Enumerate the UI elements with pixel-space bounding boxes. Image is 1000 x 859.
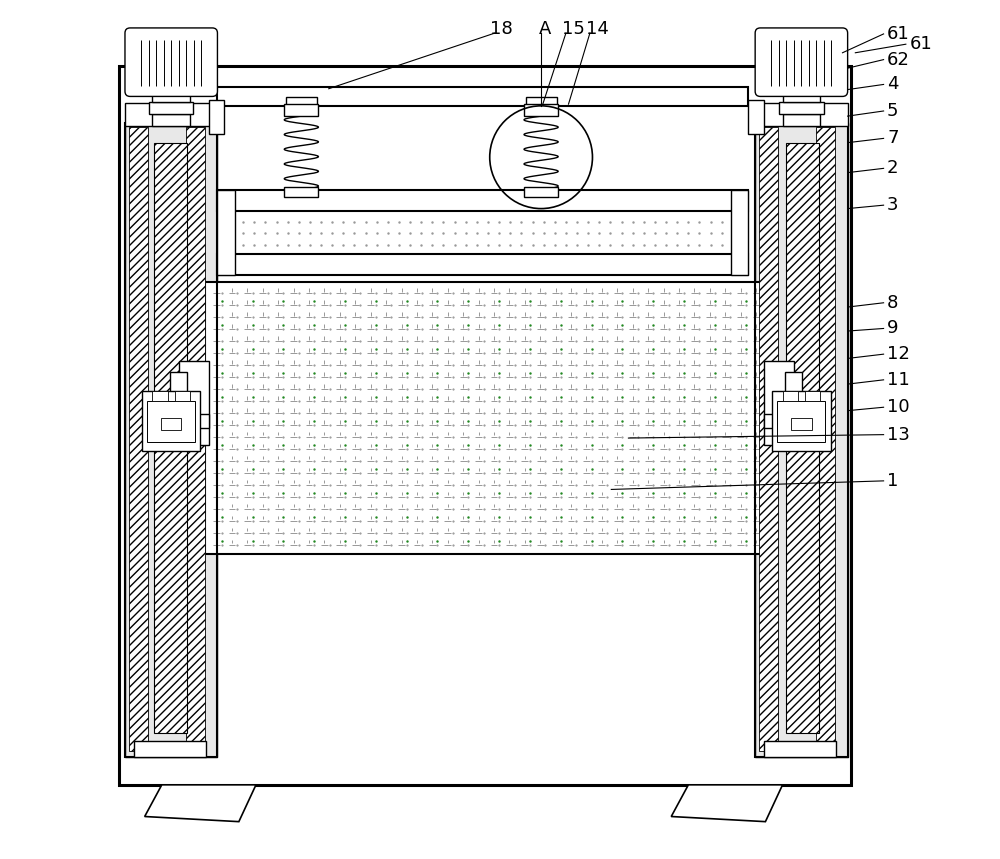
Text: 5: 5 (887, 102, 899, 120)
Bar (147, 401, 195, 442)
Bar (759, 127, 778, 751)
Bar (161, 417, 181, 430)
Text: 2: 2 (887, 160, 899, 177)
Bar (286, 97, 317, 106)
Bar (217, 190, 235, 276)
Bar (783, 113, 820, 125)
Text: 11: 11 (887, 371, 910, 389)
Bar (755, 123, 848, 757)
Bar (524, 187, 558, 198)
Bar (125, 123, 217, 757)
Bar (152, 391, 168, 401)
Text: A: A (539, 20, 551, 38)
Bar (134, 741, 206, 757)
Bar (175, 391, 190, 401)
Bar (125, 123, 217, 757)
Text: 9: 9 (887, 320, 899, 338)
Bar (731, 190, 748, 276)
Bar (805, 391, 820, 401)
Text: 3: 3 (887, 196, 899, 214)
Bar (783, 91, 820, 102)
Bar (772, 391, 831, 451)
FancyBboxPatch shape (125, 28, 217, 96)
Bar (217, 190, 748, 211)
Bar (205, 283, 764, 554)
Bar (755, 103, 848, 125)
Polygon shape (671, 785, 783, 822)
Bar (786, 143, 819, 734)
Text: 61: 61 (887, 25, 910, 43)
Bar (748, 100, 764, 134)
Text: 15: 15 (562, 20, 585, 38)
Bar (791, 417, 812, 430)
Bar (152, 113, 190, 125)
Text: 18: 18 (490, 20, 512, 38)
Bar (209, 100, 224, 134)
Bar (125, 103, 217, 125)
Polygon shape (145, 785, 256, 822)
Bar (179, 361, 209, 445)
Bar (783, 391, 798, 401)
Text: 7: 7 (887, 130, 899, 148)
Bar (526, 97, 557, 106)
Bar (154, 143, 187, 734)
Bar (777, 401, 825, 442)
Bar (284, 187, 318, 198)
Bar (187, 414, 209, 428)
Bar (217, 254, 748, 276)
Bar (764, 361, 794, 445)
Bar (129, 127, 148, 751)
Bar (186, 127, 205, 751)
Bar (217, 87, 748, 106)
Bar (152, 91, 190, 102)
Bar (119, 65, 851, 785)
Bar (764, 414, 785, 428)
Text: 1: 1 (887, 472, 898, 490)
Text: 14: 14 (586, 20, 608, 38)
Bar (764, 741, 836, 757)
Bar (524, 104, 558, 116)
Bar (785, 372, 802, 434)
Bar (284, 104, 318, 116)
Bar (142, 391, 200, 451)
FancyBboxPatch shape (755, 28, 848, 96)
Bar (170, 372, 187, 434)
Text: 13: 13 (887, 426, 910, 443)
Text: 10: 10 (887, 399, 910, 417)
Text: 61: 61 (909, 35, 932, 53)
Bar (755, 123, 848, 757)
Bar (816, 127, 835, 751)
Bar (779, 102, 824, 113)
Text: 62: 62 (887, 51, 910, 69)
Bar (149, 102, 193, 113)
Text: 4: 4 (887, 76, 899, 94)
Text: 12: 12 (887, 345, 910, 363)
Text: 8: 8 (887, 294, 898, 312)
